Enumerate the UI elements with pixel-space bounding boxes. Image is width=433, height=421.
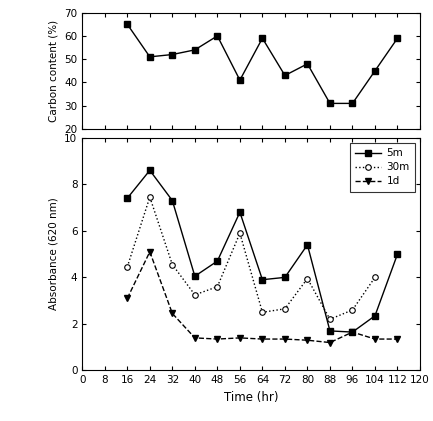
Legend: 5m, 30m, 1d: 5m, 30m, 1d	[350, 143, 415, 192]
5m	[395, 252, 400, 257]
30m	[237, 231, 242, 236]
5m	[125, 196, 130, 201]
1d	[260, 336, 265, 341]
5m	[305, 242, 310, 247]
5m	[372, 313, 378, 318]
1d	[237, 336, 242, 341]
30m	[215, 284, 220, 289]
5m	[282, 275, 288, 280]
X-axis label: Time (hr): Time (hr)	[224, 391, 278, 404]
Line: 30m: 30m	[125, 195, 378, 322]
30m	[327, 317, 333, 322]
30m	[372, 275, 378, 280]
1d	[147, 249, 152, 254]
30m	[350, 307, 355, 312]
Line: 1d: 1d	[125, 249, 400, 345]
30m	[170, 262, 175, 267]
1d	[395, 336, 400, 341]
1d	[327, 340, 333, 345]
5m	[260, 277, 265, 282]
1d	[282, 336, 288, 341]
5m	[192, 274, 197, 279]
Y-axis label: Absorbance (620 nm): Absorbance (620 nm)	[49, 198, 59, 310]
1d	[350, 330, 355, 335]
Y-axis label: Carbon content (%): Carbon content (%)	[49, 20, 59, 122]
5m	[327, 328, 333, 333]
30m	[260, 310, 265, 315]
5m	[215, 258, 220, 264]
1d	[305, 338, 310, 343]
1d	[215, 336, 220, 341]
30m	[305, 276, 310, 281]
Line: 5m: 5m	[125, 168, 400, 335]
5m	[350, 330, 355, 335]
1d	[170, 311, 175, 316]
30m	[192, 292, 197, 297]
30m	[282, 306, 288, 311]
30m	[147, 195, 152, 200]
5m	[237, 210, 242, 215]
1d	[125, 296, 130, 301]
30m	[125, 264, 130, 269]
1d	[192, 336, 197, 341]
5m	[147, 168, 152, 173]
5m	[170, 198, 175, 203]
1d	[372, 336, 378, 341]
